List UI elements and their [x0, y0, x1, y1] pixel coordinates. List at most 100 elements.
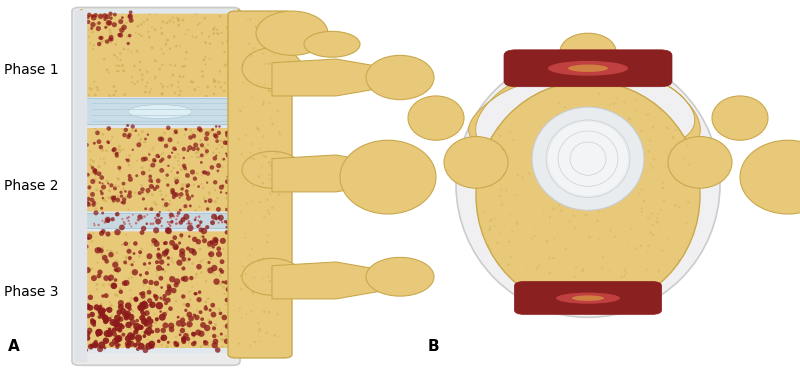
Point: [145, 301, 158, 307]
Point: [162, 163, 174, 169]
Point: [155, 192, 168, 198]
Point: [496, 201, 509, 207]
Point: [146, 341, 158, 347]
Point: [161, 341, 174, 346]
Point: [136, 77, 149, 83]
Point: [118, 219, 130, 225]
Text: B: B: [428, 339, 440, 354]
Point: [92, 306, 105, 312]
Point: [110, 258, 122, 264]
Point: [600, 112, 613, 118]
Point: [257, 152, 270, 158]
Point: [165, 327, 178, 332]
Point: [90, 200, 103, 206]
Ellipse shape: [128, 105, 192, 119]
Point: [185, 79, 198, 85]
Point: [243, 41, 256, 47]
Point: [98, 196, 110, 202]
FancyBboxPatch shape: [504, 50, 672, 87]
Point: [262, 61, 275, 67]
Point: [158, 130, 171, 136]
Point: [99, 338, 112, 344]
Point: [200, 93, 213, 99]
Point: [105, 39, 118, 45]
Point: [212, 246, 225, 252]
Point: [152, 218, 165, 224]
Point: [106, 320, 119, 325]
Point: [205, 239, 218, 245]
Point: [109, 292, 122, 298]
Point: [154, 209, 166, 215]
Point: [202, 259, 215, 265]
Point: [182, 246, 194, 252]
Point: [152, 180, 165, 186]
Point: [178, 336, 190, 342]
Point: [82, 331, 94, 337]
Point: [112, 146, 125, 152]
Point: [93, 163, 106, 169]
Point: [183, 311, 196, 317]
Point: [208, 265, 221, 271]
Point: [172, 17, 185, 23]
Point: [509, 192, 522, 198]
Point: [178, 339, 190, 345]
Point: [661, 125, 674, 131]
Point: [138, 333, 150, 339]
Point: [107, 195, 120, 201]
Point: [88, 140, 101, 146]
Point: [257, 101, 270, 107]
Point: [152, 153, 165, 159]
Point: [89, 92, 102, 98]
Point: [110, 182, 122, 188]
Point: [87, 202, 100, 208]
Point: [134, 67, 146, 73]
Point: [95, 35, 108, 41]
Point: [87, 159, 100, 165]
Point: [164, 306, 177, 311]
Point: [189, 135, 202, 141]
Point: [192, 149, 205, 155]
Point: [170, 244, 182, 250]
Point: [122, 41, 134, 46]
Point: [500, 187, 513, 193]
Point: [120, 20, 133, 26]
Point: [126, 262, 138, 268]
Point: [167, 20, 180, 25]
Point: [200, 136, 213, 142]
Point: [222, 154, 234, 160]
Point: [98, 197, 110, 203]
Point: [132, 340, 145, 346]
Point: [107, 83, 120, 89]
Point: [148, 157, 161, 163]
Point: [603, 102, 616, 108]
Point: [177, 74, 190, 80]
Point: [137, 290, 150, 296]
Point: [646, 165, 659, 171]
Point: [199, 145, 212, 151]
Point: [130, 327, 143, 332]
Point: [123, 340, 136, 346]
Point: [222, 130, 234, 135]
Point: [127, 251, 140, 256]
Point: [105, 303, 118, 308]
Point: [180, 188, 193, 194]
Point: [122, 162, 135, 168]
Point: [177, 294, 190, 300]
Point: [152, 338, 165, 344]
Point: [224, 233, 237, 239]
Point: [126, 212, 139, 218]
Point: [172, 210, 185, 216]
Point: [213, 214, 226, 220]
Point: [187, 331, 200, 337]
Point: [83, 148, 96, 154]
Point: [251, 126, 264, 132]
Point: [125, 341, 138, 347]
Point: [117, 181, 130, 187]
Point: [258, 309, 270, 315]
Point: [146, 162, 159, 168]
Point: [176, 216, 189, 222]
Point: [120, 280, 133, 286]
Point: [247, 45, 260, 51]
Point: [126, 147, 139, 153]
Point: [136, 310, 149, 315]
